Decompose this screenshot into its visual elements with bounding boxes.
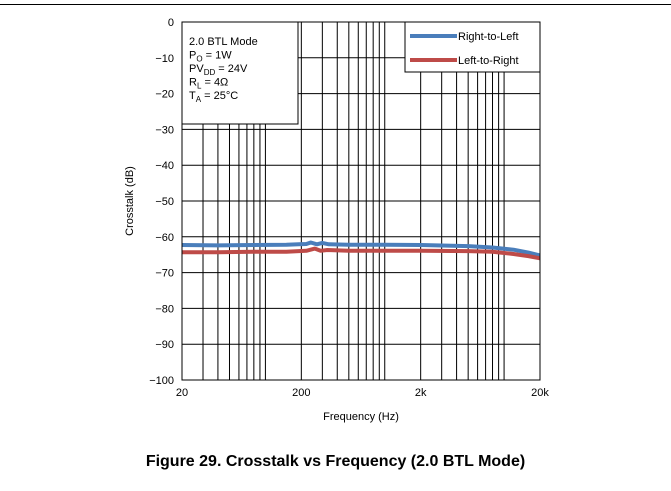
- y-tick-label: −10: [155, 53, 174, 65]
- legend-label-left-to-right: Left-to-Right: [458, 55, 519, 67]
- y-tick-label: −90: [155, 339, 174, 351]
- y-tick-labels: 0 −10 −20 −30 −40 −50 −60 −70 −80 −90 −100: [149, 17, 174, 387]
- crosstalk-chart: 0 −10 −20 −30 −40 −50 −60 −70 −80 −90 −100 20 200 2k…: [124, 17, 549, 423]
- x-tick-labels: 20 200 2k 20k: [176, 387, 549, 399]
- y-tick-label: −70: [155, 268, 174, 280]
- y-axis-label: Crosstalk (dB): [124, 166, 136, 236]
- y-tick-label: −50: [155, 196, 174, 208]
- condition-line: PO = 1W: [189, 50, 232, 64]
- y-tick-label: −20: [155, 89, 174, 101]
- x-tick-label: 20: [176, 387, 188, 399]
- condition-line: RL = 4Ω: [189, 77, 228, 91]
- top-rule: [0, 4, 671, 5]
- y-tick-label: −100: [149, 375, 174, 387]
- legend-label-right-to-left: Right-to-Left: [458, 31, 519, 43]
- legend-items: Right-to-Left Left-to-Right: [410, 31, 519, 67]
- condition-line: 2.0 BTL Mode: [189, 36, 258, 48]
- condition-line: TA = 25°C: [189, 90, 238, 104]
- series-line-left-to-right: [182, 246, 541, 261]
- plot-frame: [181, 21, 541, 381]
- y-tick-label: −80: [155, 303, 174, 315]
- legend: Right-to-Left Left-to-Right: [404, 21, 541, 73]
- x-axis-label: Frequency (Hz): [323, 411, 399, 423]
- y-tick-label: −40: [155, 160, 174, 172]
- x-tick-label: 20k: [531, 387, 549, 399]
- y-tick-label: −60: [155, 232, 174, 244]
- condition-line: PVDD = 24V: [189, 63, 248, 77]
- figure-caption: Figure 29. Crosstalk vs Frequency (2.0 B…: [145, 453, 526, 470]
- series-line-right-to-left: [181, 240, 541, 258]
- y-tick-label: −30: [155, 124, 174, 136]
- series-lines: [181, 240, 541, 261]
- y-tick-label: 0: [168, 17, 174, 29]
- x-tick-label: 2k: [415, 387, 427, 399]
- x-tick-label: 200: [292, 387, 310, 399]
